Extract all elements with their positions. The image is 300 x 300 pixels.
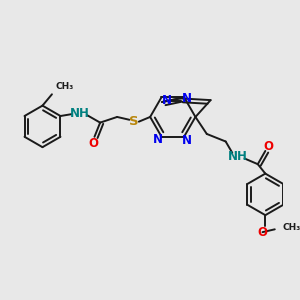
Text: CH₃: CH₃: [56, 82, 74, 91]
Text: N: N: [162, 94, 172, 106]
Text: CH₃: CH₃: [282, 223, 300, 232]
Text: N: N: [153, 133, 163, 146]
Text: NH: NH: [69, 107, 89, 120]
Text: NH: NH: [228, 150, 248, 163]
Text: O: O: [263, 140, 273, 153]
Text: N: N: [182, 92, 192, 105]
Text: N: N: [182, 134, 192, 147]
Text: O: O: [257, 226, 268, 238]
Text: O: O: [88, 137, 98, 150]
Text: S: S: [129, 115, 139, 128]
